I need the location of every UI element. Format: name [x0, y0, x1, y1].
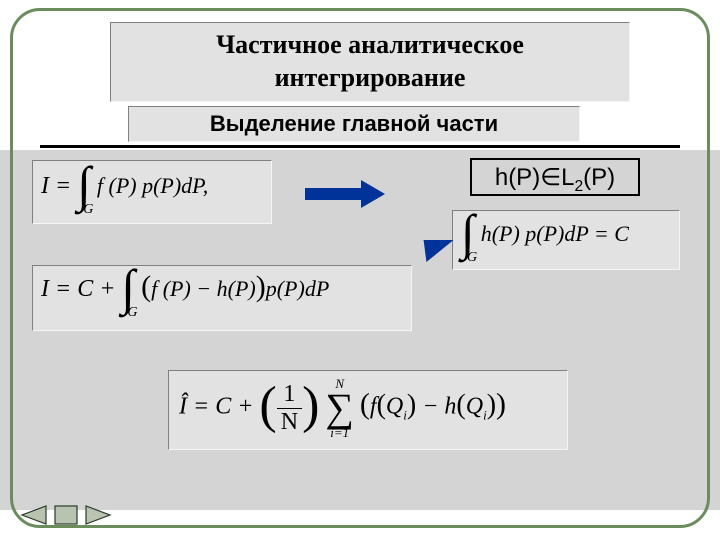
equation-3: I = C + ∫G (f (P) − h(P))p(P)dP	[32, 265, 412, 331]
eq3-close: )	[256, 270, 266, 303]
eq4-minus: −	[416, 394, 444, 420]
eq3-open: (	[141, 270, 151, 303]
eq3-integral: ∫G	[121, 270, 135, 311]
title-line2: интегрирование	[111, 62, 629, 95]
subtitle-box: Выделение главной части	[128, 106, 580, 142]
hp-tail: (P)	[583, 164, 615, 191]
hp-L: L	[561, 164, 574, 191]
eq2-integral: ∫G	[461, 215, 475, 256]
eq3-lhs: I = C +	[41, 276, 115, 302]
eq3-tail: p(P)dP	[266, 276, 330, 301]
equation-1: I = ∫G f (P) p(P)dP,	[32, 160, 272, 224]
eq4-Q1: Q	[386, 394, 403, 420]
eq1-lhs: I =	[41, 173, 71, 199]
nav-home-button[interactable]	[52, 502, 80, 528]
hp-h: h(P)	[495, 164, 540, 191]
title-line1: Частичное аналитическое	[111, 29, 629, 62]
eq4-frac: 1N	[277, 381, 302, 436]
eq3-inner: f (P) − h(P)	[151, 276, 256, 301]
eq2-body: h(P) p(P)dP = C	[481, 221, 629, 246]
equation-2: ∫G h(P) p(P)dP = C	[452, 210, 680, 270]
eq1-body: f (P) p(P)dP,	[97, 173, 208, 198]
hp-sub: 2	[574, 178, 583, 195]
hp-membership-box: h(P)∈L2(P)	[470, 158, 640, 196]
hp-in: ∈	[540, 164, 561, 191]
title-box: Частичное аналитическое интегрирование	[110, 22, 630, 102]
eq4-f: f	[370, 394, 377, 420]
equation-4: Î = C + (1N) N∑i=1 (f(Qi) − h(Qi))	[168, 370, 568, 450]
nav-prev-button[interactable]	[20, 502, 48, 528]
eq4-sum: N∑i=1	[325, 377, 354, 439]
eq1-integral: ∫G	[77, 167, 91, 208]
eq4-Q2: Q	[466, 394, 483, 420]
eq4-lhs: Î = C +	[179, 394, 253, 420]
eq4-h: h	[444, 394, 456, 420]
nav-next-button[interactable]	[84, 502, 112, 528]
horizontal-rule	[40, 145, 680, 148]
arrow-diag-icon	[420, 240, 450, 262]
